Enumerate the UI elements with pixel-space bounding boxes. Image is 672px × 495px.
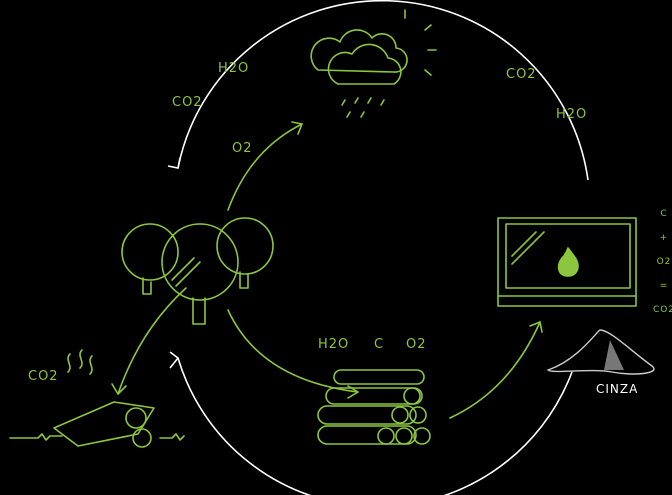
equation-term: + bbox=[660, 233, 669, 243]
background bbox=[0, 0, 672, 495]
label: H2O bbox=[218, 61, 249, 76]
label: C bbox=[374, 337, 384, 352]
carbon-cycle: H2O CO2 CO2 H2O O2 CO2 H2O C O2 C + O2 = CO2… bbox=[0, 0, 672, 495]
label: O2 bbox=[232, 141, 253, 156]
equation-term: = bbox=[660, 281, 669, 291]
label: H2O bbox=[318, 337, 349, 352]
label: CO2 bbox=[172, 95, 203, 110]
equation-term: C bbox=[660, 209, 667, 219]
label: O2 bbox=[406, 337, 427, 352]
equation-term: CO2 bbox=[653, 305, 672, 315]
equation-term: O2 bbox=[657, 257, 672, 267]
label: CINZA bbox=[596, 382, 638, 396]
label: H2O bbox=[556, 107, 587, 122]
label: CO2 bbox=[506, 67, 537, 82]
label: CO2 bbox=[28, 369, 59, 384]
